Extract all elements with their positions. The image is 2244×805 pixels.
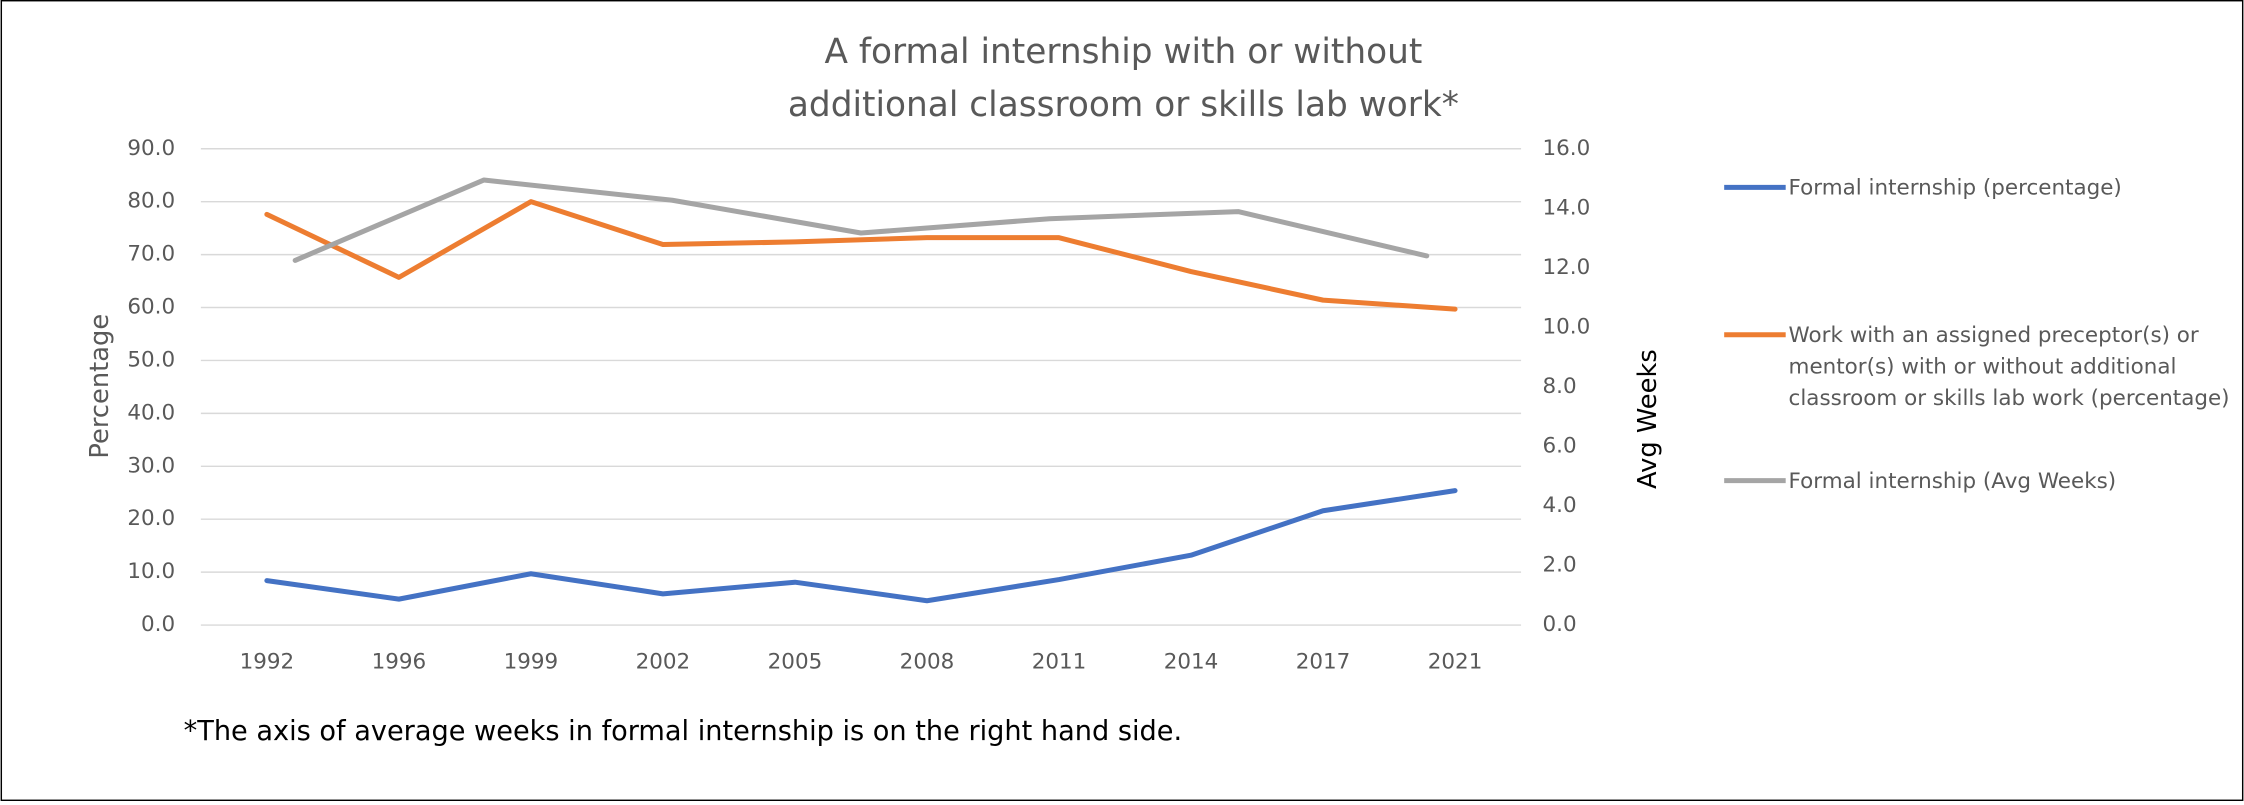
y2-tick-label: 16.0 (1543, 136, 1591, 161)
x-tick-label: 2011 (1032, 649, 1087, 674)
y2-tick-label: 4.0 (1543, 493, 1577, 518)
legend-label: Formal internship (Avg Weeks) (1788, 467, 2117, 494)
x-tick-label: 2021 (1428, 649, 1483, 674)
title-box: A formal internship with or without addi… (787, 31, 1459, 125)
y2-tick-label: 10.0 (1543, 314, 1591, 339)
y2-tick-label: 8.0 (1543, 374, 1577, 399)
legend-entry: Work with an assigned preceptor(s) or me… (1788, 321, 2230, 411)
y-tick-label: 0.0 (141, 612, 175, 637)
legend-label: Work with an assigned preceptor(s) or me… (1788, 321, 2230, 411)
legend-label: Formal internship (percentage) (1788, 174, 2122, 201)
y-tick-label: 10.0 (127, 559, 175, 584)
y-tick-label: 70.0 (127, 242, 175, 267)
y2-axis-title: Avg Weeks (1633, 349, 1663, 489)
y2-tick-label: 0.0 (1543, 612, 1577, 637)
y-axis-title: Percentage (85, 314, 115, 459)
x-tick-label: 2005 (768, 649, 823, 674)
chart-title: A formal internship with or without addi… (787, 31, 1459, 125)
legend-entry: Formal internship (Avg Weeks) (1788, 467, 2117, 494)
y-tick-label: 60.0 (127, 295, 175, 320)
line-series (264, 199, 1458, 312)
x-tick-label: 2014 (1164, 649, 1219, 674)
y2-tick-label: 12.0 (1543, 255, 1591, 280)
x-tick-label: 1992 (240, 649, 295, 674)
y-tick-label: 90.0 (127, 136, 175, 161)
x-tick-label: 2002 (636, 649, 691, 674)
legend-entry: Formal internship (percentage) (1788, 174, 2122, 201)
line-series (264, 488, 1458, 604)
y2-tick-label: 14.0 (1543, 195, 1591, 220)
y-tick-label: 20.0 (127, 506, 175, 531)
x-tick-label: 1996 (372, 649, 427, 674)
y2-tick-label: 2.0 (1543, 553, 1577, 578)
y-tick-label: 40.0 (127, 400, 175, 425)
y-tick-label: 50.0 (127, 347, 175, 372)
x-tick-label: 1999 (504, 649, 559, 674)
y-tick-label: 80.0 (127, 189, 175, 214)
footnote: *The axis of average weeks in formal int… (184, 716, 1182, 747)
y2-tick-label: 6.0 (1543, 433, 1577, 458)
y-tick-label: 30.0 (127, 453, 175, 478)
x-tick-label: 2017 (1296, 649, 1351, 674)
x-tick-label: 2008 (900, 649, 955, 674)
line-series (292, 177, 1430, 263)
